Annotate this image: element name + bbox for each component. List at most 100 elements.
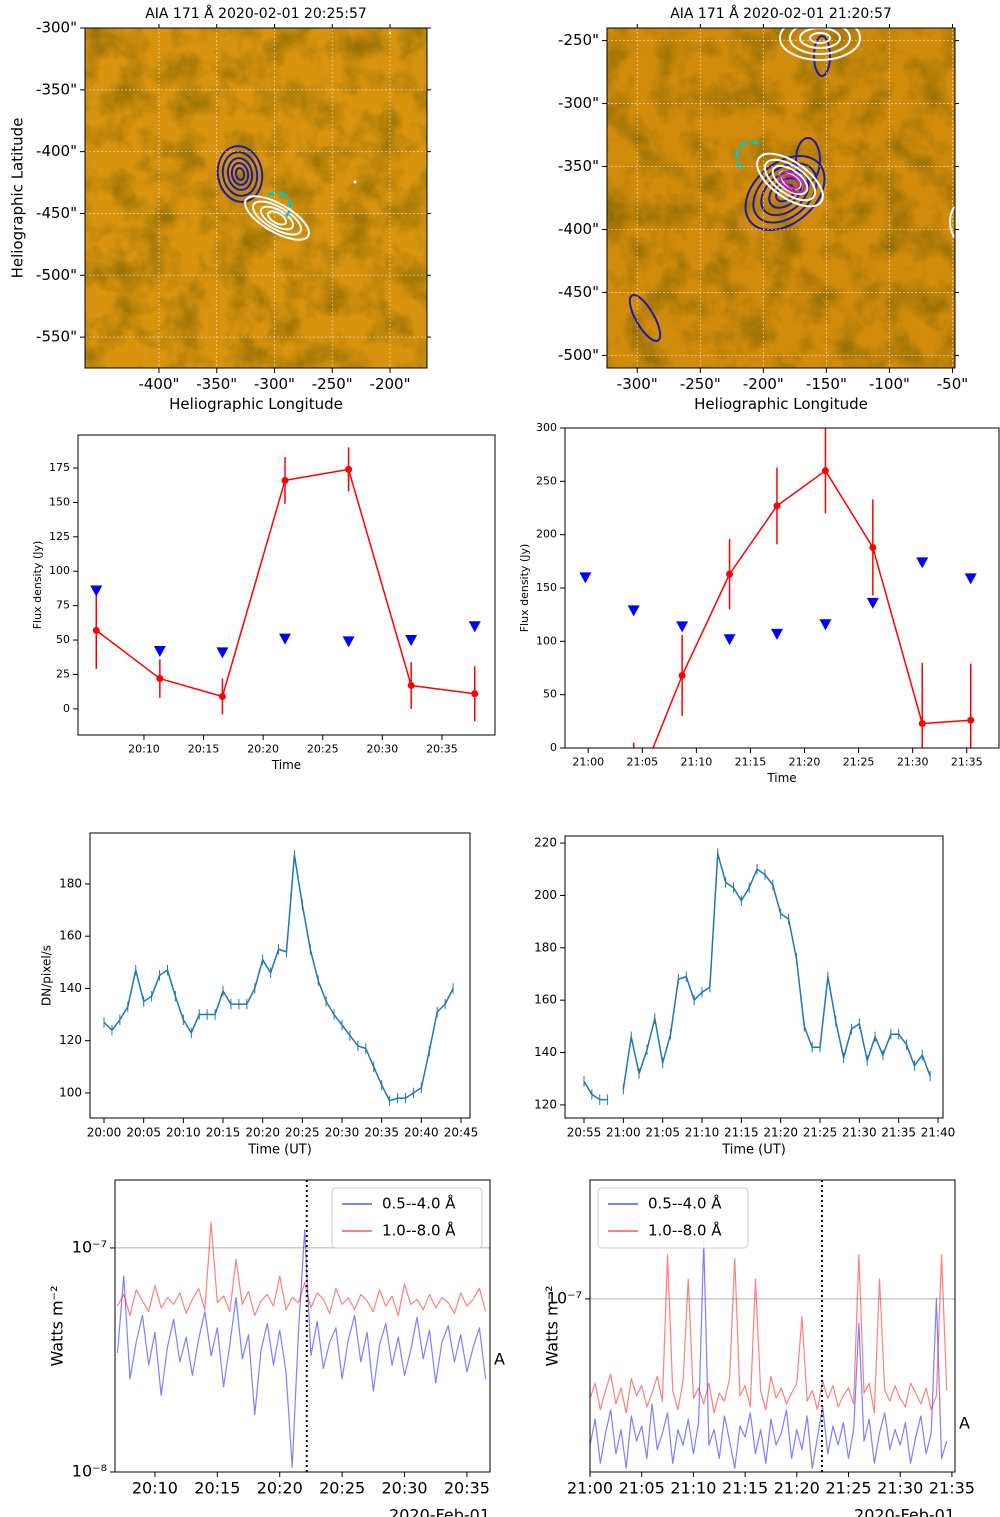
x-tick-label: -100" xyxy=(869,375,910,393)
x-tick-label: 21:00 xyxy=(572,756,604,769)
x-tick-label: 21:30 xyxy=(897,756,929,769)
x-tick-label: 21:30 xyxy=(877,1479,923,1498)
axes-frame xyxy=(564,835,944,1119)
x-tick-label: 20:00 xyxy=(87,1126,122,1140)
y-axis-label: Watts m⁻² xyxy=(543,1285,562,1366)
marker xyxy=(405,635,418,647)
panel-title: AIA 171 Å 2020-02-01 20:25:57 xyxy=(145,5,367,22)
date-label: 2020-Feb-01 xyxy=(389,1506,490,1517)
marker xyxy=(468,621,481,633)
y-tick-label: -400" xyxy=(558,220,599,238)
x-tick-label: -200" xyxy=(743,375,784,393)
y-axis-label: Flux density (Jy) xyxy=(31,541,44,630)
marker xyxy=(92,626,100,634)
series-line xyxy=(590,1254,948,1414)
axes-frame xyxy=(589,1179,956,1473)
legend-label: 1.0--8.0 Å xyxy=(382,1221,456,1240)
plot-area xyxy=(583,848,931,1105)
x-axis-label: Time (UT) xyxy=(721,1143,786,1158)
y-tick-label: 175 xyxy=(49,461,70,474)
x-tick-label: 21:40 xyxy=(921,1126,956,1140)
marker xyxy=(90,585,103,597)
y-tick-label: 180 xyxy=(59,876,82,890)
y-tick-label: -300" xyxy=(36,19,77,37)
marker xyxy=(916,557,929,569)
axes-frame xyxy=(114,1179,491,1473)
marker xyxy=(773,502,781,510)
marker xyxy=(342,636,355,648)
marker xyxy=(866,597,879,609)
y-tick-label: 140 xyxy=(534,1045,557,1059)
y-tick-label: 200 xyxy=(536,528,557,541)
y-tick-label: 250 xyxy=(536,474,557,487)
marker xyxy=(869,543,877,551)
y-tick-label: -450" xyxy=(36,204,77,222)
x-tick-label: 20:10 xyxy=(166,1126,201,1140)
marker xyxy=(407,681,415,689)
marker xyxy=(630,793,637,800)
x-tick-label: 21:35 xyxy=(951,756,983,769)
x-tick-label: -300" xyxy=(617,375,658,393)
series-line xyxy=(652,469,971,748)
marker xyxy=(726,570,734,578)
class-label: A xyxy=(494,1350,505,1369)
y-tick-label: 100 xyxy=(59,1085,82,1099)
x-tick-label: 20:35 xyxy=(426,743,458,756)
x-tick-label: 20:20 xyxy=(247,743,279,756)
y-tick-label: 100 xyxy=(536,634,557,647)
marker xyxy=(579,572,592,584)
y-tick-label: 125 xyxy=(49,530,70,543)
x-tick-label: 21:20 xyxy=(774,1479,820,1498)
y-tick-label: 25 xyxy=(56,667,70,680)
axes-frame xyxy=(89,832,471,1119)
x-tick-label: -150" xyxy=(806,375,847,393)
plot-area xyxy=(116,1180,487,1472)
y-tick-label: 160 xyxy=(534,993,557,1007)
x-tick-label: -250" xyxy=(680,375,721,393)
x-tick-label: 20:15 xyxy=(206,1126,241,1140)
y-tick-label: -450" xyxy=(558,283,599,301)
marker xyxy=(819,619,832,631)
map-image xyxy=(85,28,955,368)
x-tick-label: 20:10 xyxy=(132,1479,178,1498)
marker xyxy=(627,605,640,617)
axes-frame xyxy=(606,27,956,369)
y-tick-label: -250" xyxy=(558,31,599,49)
x-tick-label: 20:30 xyxy=(367,743,399,756)
x-tick-label: 21:10 xyxy=(670,1479,716,1498)
y-tick-label: 50 xyxy=(543,688,557,701)
x-tick-label: -350" xyxy=(196,375,237,393)
y-axis-label: DN/pixel/s xyxy=(40,945,54,1006)
x-tick-label: 20:20 xyxy=(245,1126,280,1140)
y-tick-label: 300 xyxy=(536,421,557,434)
plot-area xyxy=(103,849,454,1106)
x-tick-label: 21:25 xyxy=(825,1479,871,1498)
marker xyxy=(345,465,353,473)
marker xyxy=(676,621,689,633)
plot-area xyxy=(590,1180,948,1472)
y-tick-label: 75 xyxy=(56,599,70,612)
x-tick-label: 20:30 xyxy=(381,1479,427,1498)
y-axis-label: Heliographic Latitude xyxy=(9,118,27,279)
legend-label: 1.0--8.0 Å xyxy=(648,1221,722,1240)
x-tick-label: 20:55 xyxy=(567,1126,602,1140)
x-axis-label: Time xyxy=(271,758,301,772)
x-tick-label: 21:35 xyxy=(929,1479,975,1498)
x-tick-label: 20:40 xyxy=(404,1126,439,1140)
axes-frame xyxy=(84,27,428,369)
y-tick-label: 100 xyxy=(49,564,70,577)
marker xyxy=(216,647,229,659)
x-tick-label: 21:15 xyxy=(735,756,767,769)
contours xyxy=(628,28,955,342)
x-tick-label: -250" xyxy=(312,375,353,393)
marker xyxy=(821,467,829,475)
x-tick-label: 20:25 xyxy=(307,743,339,756)
marker xyxy=(279,633,292,645)
y-tick-label: 10⁻⁷ xyxy=(72,1237,107,1256)
marker xyxy=(918,719,926,727)
x-tick-label: 21:15 xyxy=(722,1479,768,1498)
marker xyxy=(153,646,166,658)
x-tick-label: 20:45 xyxy=(444,1126,479,1140)
x-tick-label: 20:20 xyxy=(257,1479,303,1498)
axes-frame xyxy=(77,434,496,736)
